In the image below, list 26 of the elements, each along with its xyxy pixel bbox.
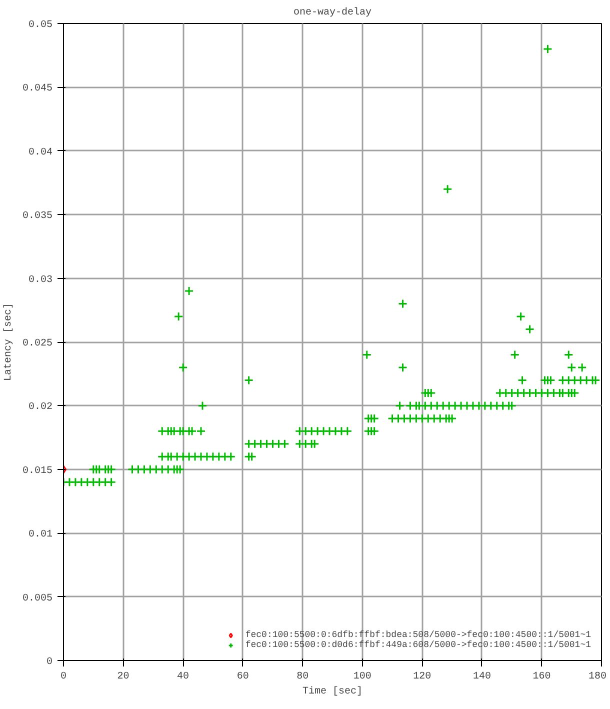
- y-tick-label: 0.01: [28, 530, 53, 541]
- x-tick-label: 180: [588, 672, 607, 682]
- x-tick-label: 80: [296, 672, 309, 682]
- y-tick-label: 0.03: [28, 274, 53, 286]
- legend-label: fec0:100:5500:0:6dfb:ffbf:bdea:508/5000->fec0:100:4500::1/5001~1: [245, 630, 591, 640]
- y-tick-label: 0.015: [22, 466, 53, 477]
- y-axis-title: Latency [sec]: [2, 302, 14, 382]
- x-tick-label: 140: [472, 672, 491, 682]
- x-tick-label: 100: [353, 672, 372, 682]
- y-tick-label: 0.025: [22, 338, 53, 350]
- y-tick-label: 0.005: [22, 593, 53, 604]
- y-tick-label: 0.035: [22, 211, 53, 222]
- chart-title: one-way-delay: [293, 6, 372, 18]
- x-tick-label: 160: [532, 672, 551, 682]
- y-tick-label: 0.045: [22, 84, 53, 95]
- x-tick-label: 20: [117, 672, 130, 682]
- legend-label: fec0:100:5500:0:d0d6:ffbf:449a:608/5000->fec0:100:4500::1/5001~1: [245, 640, 591, 650]
- x-axis-title: Time [sec]: [302, 686, 363, 698]
- x-tick-label: 0: [60, 672, 67, 682]
- y-tick-label: 0.05: [28, 20, 53, 31]
- y-tick-label: 0: [46, 657, 53, 668]
- y-tick-label: 0.02: [28, 402, 53, 414]
- y-tick-label: 0.04: [28, 147, 53, 158]
- x-tick-label: 40: [177, 672, 190, 682]
- x-tick-label: 120: [413, 672, 432, 682]
- x-tick-label: 60: [236, 672, 249, 682]
